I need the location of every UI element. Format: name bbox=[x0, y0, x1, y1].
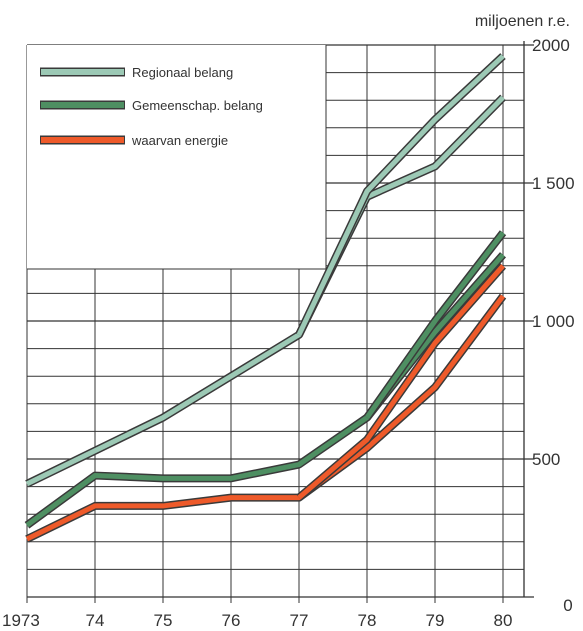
y-axis-tick-labels: 0 500 1 000 1 500 2000 bbox=[532, 36, 575, 615]
x-axis-tick-labels: 1973 74 75 76 77 78 79 80 bbox=[2, 611, 512, 630]
x-tick-label: 80 bbox=[494, 611, 513, 630]
series-line-1-upper bbox=[296, 54, 505, 336]
series-line-3-upper bbox=[297, 264, 505, 500]
legend-label: waarvan energie bbox=[131, 133, 228, 148]
legend-label: Gemeenschap. belang bbox=[132, 98, 263, 113]
series-lines bbox=[24, 53, 507, 543]
x-tick-label: 78 bbox=[358, 611, 377, 630]
y-tick-label: 1 500 bbox=[532, 174, 575, 193]
y-axis-unit-label: miljoenen r.e. bbox=[475, 13, 570, 30]
x-tick-label: 79 bbox=[426, 611, 445, 630]
legend-label: Regionaal belang bbox=[132, 65, 233, 80]
y-tick-label: 1 000 bbox=[532, 312, 575, 331]
x-tick-label: 75 bbox=[154, 611, 173, 630]
legend: Regionaal belang Gemeenschap. belang waarv… bbox=[27, 45, 327, 270]
y-tick-label: 500 bbox=[532, 450, 560, 469]
legend-box bbox=[27, 45, 326, 269]
y-tick-label: 2000 bbox=[532, 36, 570, 55]
series-line-2 bbox=[25, 253, 505, 528]
x-tick-label: 1973 bbox=[2, 611, 40, 630]
y-tick-label: 0 bbox=[563, 596, 572, 615]
x-tick-label: 74 bbox=[86, 611, 105, 630]
x-tick-label: 76 bbox=[222, 611, 241, 630]
series-line-2-upper bbox=[364, 231, 505, 420]
x-tick-label: 77 bbox=[290, 611, 309, 630]
series-line-3 bbox=[25, 294, 506, 542]
series-line-1 bbox=[25, 95, 505, 487]
